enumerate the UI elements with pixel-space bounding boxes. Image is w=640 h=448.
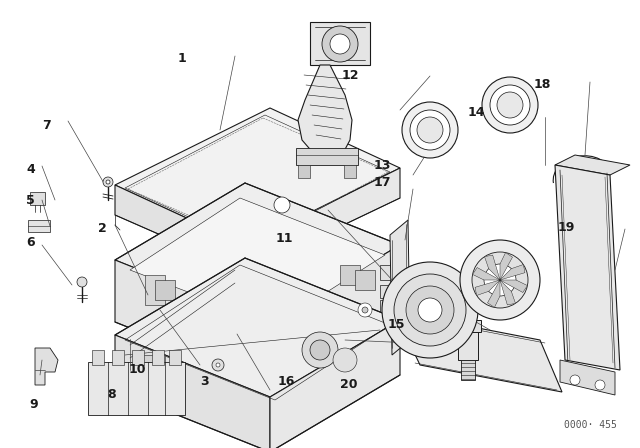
Polygon shape (140, 355, 165, 370)
Polygon shape (461, 360, 475, 380)
Polygon shape (488, 280, 500, 307)
Text: 5: 5 (26, 194, 35, 207)
Polygon shape (310, 22, 370, 65)
Polygon shape (555, 155, 630, 175)
Polygon shape (380, 265, 395, 280)
Polygon shape (115, 183, 400, 322)
Text: 15: 15 (388, 318, 406, 332)
Circle shape (358, 303, 372, 317)
Text: 1: 1 (178, 52, 187, 65)
Polygon shape (390, 220, 410, 355)
Circle shape (570, 375, 580, 385)
Polygon shape (475, 280, 500, 296)
Text: 7: 7 (42, 119, 51, 132)
Polygon shape (88, 362, 185, 415)
Circle shape (322, 26, 358, 62)
Circle shape (212, 359, 224, 371)
Polygon shape (30, 192, 45, 205)
Polygon shape (340, 265, 360, 285)
Circle shape (106, 180, 110, 184)
Circle shape (484, 264, 516, 296)
Polygon shape (169, 350, 181, 365)
Text: 8: 8 (108, 388, 116, 401)
Text: 14: 14 (468, 106, 486, 120)
Polygon shape (155, 280, 175, 300)
Text: 17: 17 (374, 176, 392, 190)
Polygon shape (500, 264, 525, 280)
Circle shape (410, 110, 450, 150)
Circle shape (497, 92, 523, 118)
Polygon shape (245, 168, 400, 272)
Polygon shape (140, 385, 165, 400)
Polygon shape (92, 350, 104, 365)
Polygon shape (380, 285, 395, 298)
Circle shape (274, 197, 290, 213)
Polygon shape (395, 312, 562, 392)
Polygon shape (500, 280, 515, 305)
Circle shape (382, 262, 478, 358)
Polygon shape (35, 348, 58, 385)
Circle shape (472, 252, 528, 308)
Polygon shape (500, 253, 513, 280)
Text: 6: 6 (26, 236, 35, 250)
Circle shape (362, 307, 368, 313)
Circle shape (333, 348, 357, 372)
Text: 0000· 455: 0000· 455 (564, 420, 616, 430)
Circle shape (302, 332, 338, 368)
Text: 3: 3 (200, 375, 209, 388)
Text: 2: 2 (98, 222, 107, 235)
Polygon shape (458, 330, 478, 360)
Text: 4: 4 (26, 163, 35, 176)
Polygon shape (152, 350, 164, 365)
Polygon shape (455, 320, 481, 332)
Polygon shape (344, 165, 356, 178)
Circle shape (103, 177, 113, 187)
Circle shape (406, 286, 454, 334)
Text: 10: 10 (129, 363, 147, 376)
Polygon shape (355, 270, 375, 290)
Circle shape (330, 34, 350, 54)
Polygon shape (115, 260, 270, 384)
Polygon shape (380, 300, 395, 312)
Polygon shape (298, 65, 352, 158)
Text: 16: 16 (278, 375, 296, 388)
Text: 20: 20 (340, 378, 358, 391)
Circle shape (482, 77, 538, 133)
Text: 13: 13 (374, 159, 392, 172)
Text: 9: 9 (29, 397, 38, 411)
Polygon shape (115, 108, 400, 245)
Text: 12: 12 (342, 69, 360, 82)
Polygon shape (270, 320, 400, 448)
Polygon shape (484, 255, 500, 280)
Text: 19: 19 (557, 221, 575, 234)
Circle shape (460, 240, 540, 320)
Circle shape (417, 117, 443, 143)
Polygon shape (298, 165, 310, 178)
Polygon shape (115, 335, 270, 448)
Circle shape (77, 277, 87, 287)
Polygon shape (130, 198, 385, 325)
Polygon shape (555, 165, 620, 370)
Polygon shape (115, 185, 245, 272)
Circle shape (418, 298, 442, 322)
Circle shape (394, 274, 466, 346)
Polygon shape (145, 275, 165, 305)
Polygon shape (560, 360, 615, 395)
Polygon shape (472, 267, 500, 280)
Circle shape (216, 363, 220, 367)
Circle shape (402, 102, 458, 158)
Circle shape (310, 340, 330, 360)
Text: 18: 18 (534, 78, 552, 91)
Polygon shape (500, 280, 527, 293)
Text: 11: 11 (276, 232, 294, 245)
Polygon shape (112, 350, 124, 365)
Polygon shape (28, 220, 50, 232)
Circle shape (490, 85, 530, 125)
Circle shape (595, 380, 605, 390)
Polygon shape (296, 148, 358, 165)
Polygon shape (115, 258, 400, 397)
Polygon shape (132, 350, 144, 365)
Polygon shape (270, 245, 400, 384)
